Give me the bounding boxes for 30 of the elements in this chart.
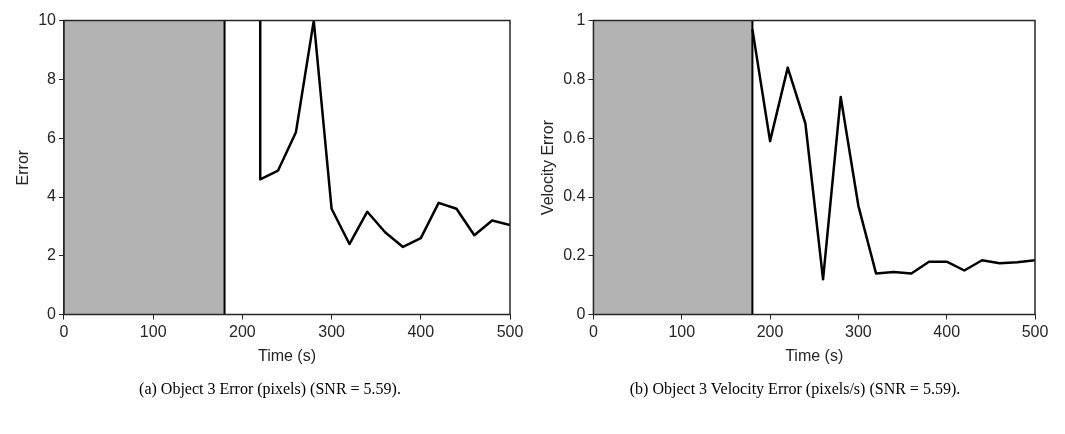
x-tick-label: 0: [588, 322, 598, 340]
y-tick-label: 0.2: [563, 246, 586, 264]
text: (b) Object 3 Velocity Error (pixels/s) (SNR = 5.59).: [628, 380, 962, 398]
x-tick-label: 200: [229, 322, 256, 340]
y-axis-title: Error: [14, 149, 32, 186]
y-tick-label: 2: [47, 246, 57, 264]
y-tick-label: 1: [576, 11, 586, 29]
x-tick-label: 100: [139, 322, 167, 340]
y-tick-label: 0.8: [563, 69, 586, 87]
y-tick-label: 8: [47, 69, 57, 87]
y-tick-label: 0: [576, 305, 586, 323]
x-tick-label: 200: [756, 322, 784, 340]
x-tick-label: 500: [1021, 322, 1049, 340]
x-axis-title: Time (s): [785, 346, 844, 364]
x-tick-label: 400: [933, 322, 961, 340]
y-tick-label: 10: [38, 11, 57, 29]
text: (a) Object 3 Error (pixels) (SNR = 5.59).: [138, 380, 402, 398]
x-tick-label: 0: [59, 322, 69, 340]
x-tick-label: 300: [318, 322, 346, 340]
y-axis-title: Velocity Error: [539, 119, 557, 216]
x-tick-label: 100: [668, 322, 696, 340]
x-tick-label: 500: [496, 322, 524, 340]
y-tick-label: 0.4: [563, 187, 586, 205]
x-tick-label: 300: [845, 322, 872, 340]
x-axis-title: Time (s): [257, 346, 317, 364]
y-tick-label: 4: [47, 187, 57, 205]
y-tick-label: 0: [47, 305, 57, 323]
y-tick-label: 0.6: [563, 128, 586, 146]
y-tick-label: 6: [47, 128, 57, 146]
x-tick-label: 400: [407, 322, 435, 340]
